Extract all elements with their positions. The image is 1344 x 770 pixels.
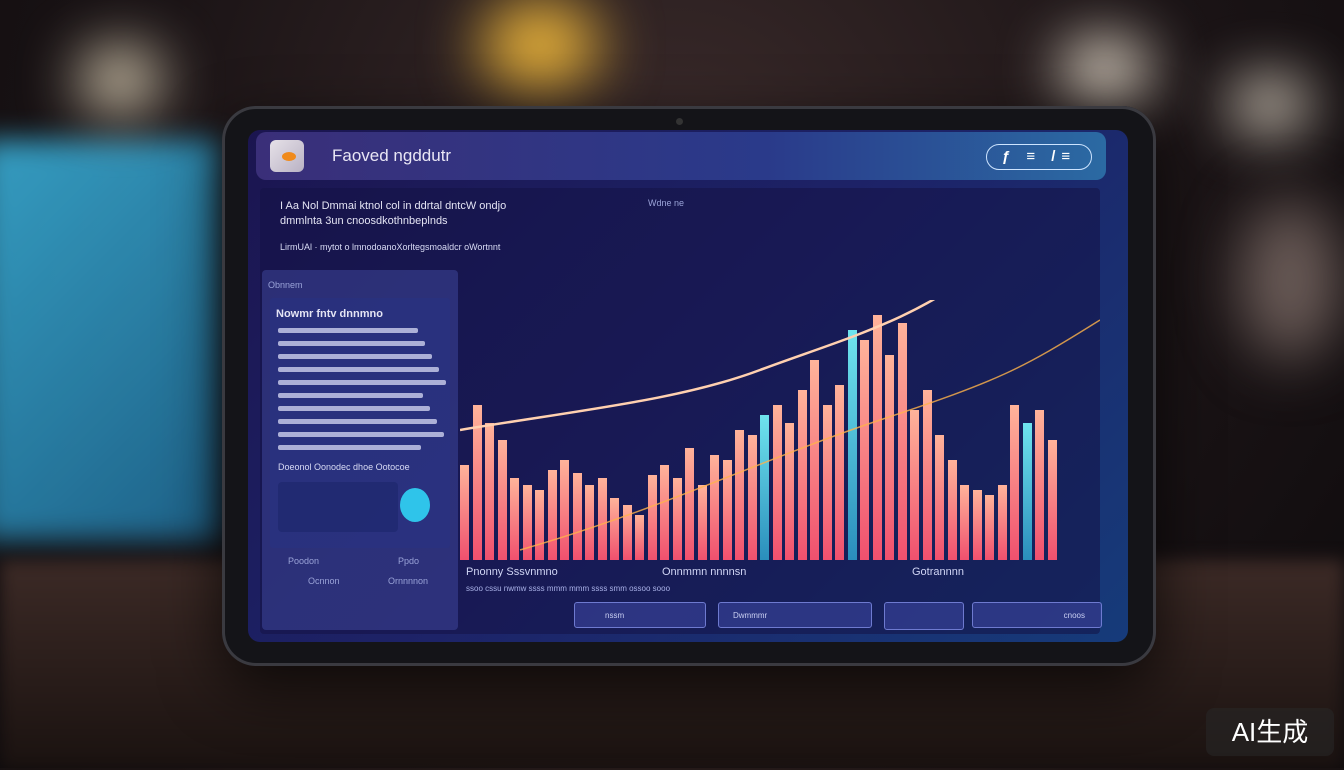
side-text-line	[278, 406, 430, 411]
chart-bar	[635, 515, 644, 560]
chart-bar	[610, 497, 619, 560]
dashboard-screen: Faoved ngddutr ƒ ≡ /≡ I Aa Nol Dmmai ktn…	[248, 130, 1128, 642]
footer-button[interactable]: Dwmmmr	[718, 602, 872, 628]
side-text-line	[278, 419, 437, 424]
watermark-badge: AI生成	[1206, 708, 1334, 756]
chart-bar	[510, 477, 519, 560]
side-action-icon[interactable]	[400, 488, 430, 522]
side-text-line	[278, 432, 444, 437]
footer-button[interactable]: cnoos	[972, 602, 1102, 628]
chart-bar	[722, 460, 732, 560]
chart-bar	[885, 355, 894, 560]
chart-bar	[660, 465, 669, 560]
chart-bar	[960, 485, 969, 560]
side-panel-label: Obnnem	[268, 280, 303, 290]
background-monitor	[0, 140, 220, 540]
side-bottom-label: Ornnnnon	[388, 576, 429, 586]
side-text-line	[278, 341, 425, 346]
chart-bar	[760, 415, 769, 560]
chart-bar	[772, 405, 782, 560]
side-text-line	[278, 380, 446, 385]
chart-bar	[460, 465, 469, 560]
chart-bar	[860, 340, 869, 560]
header-text-line: dmmlnta 3un cnoosdkothnbeplnds	[280, 215, 448, 227]
chart-bar	[597, 477, 607, 560]
header-subtext: LirmUAl · mytot o lmnodoanoXorltegsmoald…	[280, 242, 501, 252]
header-text-line: I Aa Nol Dmmai ktnol col in ddrtal dntcW…	[280, 200, 507, 212]
chart-bar	[672, 477, 682, 560]
chart-bar	[735, 430, 744, 560]
chart-bar	[685, 447, 694, 560]
footer-button[interactable]	[884, 602, 964, 630]
chart-bar	[485, 422, 494, 560]
chart-bar	[585, 485, 594, 560]
chart-bar	[497, 440, 507, 560]
chart-bar	[535, 490, 544, 560]
chart-bar	[972, 490, 982, 560]
bar-chart	[460, 300, 1100, 560]
chart-bar	[710, 455, 719, 560]
menu-button[interactable]: ƒ ≡ /≡	[986, 144, 1092, 170]
trend-curve	[460, 300, 936, 432]
chart-bar	[822, 405, 832, 560]
chart-bar	[997, 485, 1007, 560]
chart-bar	[985, 495, 994, 560]
chart-bar	[785, 422, 794, 560]
app-logo-icon	[270, 140, 304, 172]
chart-bar	[797, 390, 807, 560]
trend-curve-secondary	[519, 319, 1100, 551]
stat-label: Pnonny Sssvnmno	[466, 566, 558, 578]
chart-bar	[622, 505, 632, 560]
chart-bar	[1047, 440, 1057, 560]
side-text-line	[278, 354, 432, 359]
chart-bar	[647, 475, 657, 560]
stat-label: Onnmmn nnnnsn	[662, 566, 747, 578]
chart-bar	[922, 390, 932, 560]
side-text-line	[278, 367, 439, 372]
footer-button[interactable]: nssm	[574, 602, 706, 628]
background-light	[1230, 80, 1310, 130]
header-right-label: Wdne ne	[648, 198, 685, 208]
chart-bar	[697, 485, 707, 560]
side-bottom-label: Ppdo	[398, 556, 420, 566]
chart-bar	[1010, 405, 1019, 560]
side-bottom-label: Ocnnon	[308, 576, 340, 586]
stat-label: Gotrannnn	[912, 566, 964, 578]
side-text-line	[278, 393, 423, 398]
chart-bar	[872, 315, 882, 560]
chart-bar	[560, 460, 569, 560]
camera-icon	[676, 118, 683, 125]
top-bar: Faoved ngddutr ƒ ≡ /≡	[256, 132, 1106, 180]
chart-bar	[1035, 410, 1044, 560]
background-light	[80, 50, 160, 110]
background-poster	[1240, 200, 1340, 360]
side-text-line	[278, 445, 421, 450]
chart-bar	[522, 485, 532, 560]
chart-bar	[910, 410, 919, 560]
chart-bar	[810, 360, 819, 560]
side-thumbnail[interactable]	[278, 482, 398, 532]
chart-bar	[472, 405, 482, 560]
chart-bar	[547, 470, 557, 560]
side-card-title: Nowmr fntv dnnmno	[276, 308, 383, 320]
side-footer-line: Doeonol Oonodec dhoe Ootocoe	[278, 462, 410, 472]
side-text-line	[278, 328, 418, 333]
chart-bar	[1022, 422, 1032, 560]
trend-line	[460, 300, 1100, 551]
background-light	[1060, 40, 1150, 100]
chart-bar	[835, 385, 844, 560]
chart-bar	[947, 460, 957, 560]
side-bottom-label: Poodon	[288, 556, 320, 566]
chart-bar	[935, 435, 944, 560]
chart-bar	[572, 472, 582, 560]
chart-bar	[897, 322, 907, 560]
background-light	[480, 0, 600, 90]
stat-subrow: ssoo cssu nwmw ssss mmm mmm ssss smm oss…	[466, 584, 671, 593]
app-title: Faoved ngddutr	[332, 146, 452, 165]
chart-bar	[747, 435, 757, 560]
chart-bar	[847, 330, 857, 560]
